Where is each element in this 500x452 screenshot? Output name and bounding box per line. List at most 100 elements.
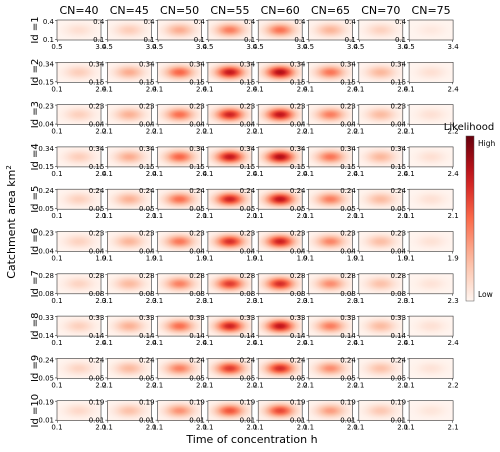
heatmap-cell	[56, 188, 102, 210]
heatmap-cell	[107, 146, 152, 168]
heatmap-cell	[107, 61, 152, 83]
y-tick-label-top: 0.34	[189, 60, 205, 68]
y-tick-label-top: 0.23	[290, 230, 306, 238]
heatmap-panel: 0.230.040.1 1.9	[189, 230, 257, 263]
heatmap-cell	[308, 231, 353, 252]
heatmap-cell	[56, 358, 102, 379]
x-tick-label-right: 2.2	[397, 381, 408, 389]
y-tick-label-top: 0.23	[340, 230, 356, 238]
heatmap-panel: 0.240.050.1 2.2	[391, 356, 459, 389]
heatmap-cell	[56, 315, 102, 337]
x-tick-label-left: 0.5	[404, 43, 415, 51]
heatmap-cell	[358, 400, 404, 422]
y-tick-label-top: 0.33	[189, 314, 205, 322]
heatmap-cell	[358, 19, 404, 41]
heatmap-panel: 0.230.040.1 1.9	[391, 230, 459, 263]
x-tick-label-left: 0.1	[303, 255, 314, 263]
row-labels: Id =1 Id =2 Id =3 Id =4 Id =5 Id =6 Id =7 Id =8…	[30, 16, 41, 427]
heatmap-panel: 0.240.050.1 2.1	[240, 187, 308, 220]
y-tick-label-bottom: 0.15	[189, 163, 205, 171]
heatmap-cell	[308, 188, 353, 210]
heatmap-cell	[107, 19, 152, 41]
heatmap-panel: 0.190.010.1 2.1	[290, 399, 358, 432]
heatmap-panel: 0.230.040.1 1.9	[240, 230, 308, 263]
x-tick-label-left: 0.1	[353, 381, 364, 389]
column-header: CN=60	[261, 4, 300, 17]
y-tick-label-bottom: 0.14	[38, 332, 54, 340]
x-tick-label-left: 0.1	[303, 424, 314, 432]
x-tick-label-right: 2.4	[246, 339, 258, 347]
x-tick-label-left: 0.1	[102, 170, 113, 178]
heatmap-panel: 0.230.040.1 2.2	[340, 103, 408, 136]
heatmap-panel: 0.280.080.1 2.3	[89, 272, 157, 305]
x-tick-label-left: 0.1	[353, 128, 364, 136]
y-tick-label-bottom: 0.05	[89, 374, 105, 382]
heatmap-panel: 0.190.010.1 2.1	[391, 399, 459, 432]
heatmap-cell	[56, 400, 102, 422]
heatmap-cell	[358, 188, 404, 210]
y-tick-label-bottom: 0.04	[139, 248, 155, 256]
heatmap-panel: 0.240.050.1 2.1	[290, 187, 358, 220]
heatmap-panel: 0.40.10.5 3.4	[345, 18, 409, 51]
y-tick-label-bottom: 0.05	[240, 374, 256, 382]
x-tick-label-right: 2.4	[146, 339, 158, 347]
heatmap-panel: 0.340.150.1 2.4	[240, 60, 309, 93]
heatmap-panel: 0.230.040.1 2.2	[189, 103, 257, 136]
heatmap-cell	[358, 273, 404, 295]
heatmap-panel: 0.240.050.1 2.1	[89, 187, 157, 220]
x-tick-label-left: 0.1	[152, 381, 163, 389]
heatmap-cell	[107, 231, 152, 252]
heatmap-panel: 0.40.10.5 3.4	[143, 18, 207, 51]
x-tick-label-right: 1.9	[146, 255, 157, 263]
x-tick-label-left: 0.1	[353, 212, 364, 220]
x-tick-label-right: 2.4	[146, 170, 158, 178]
x-tick-label-left: 0.1	[303, 85, 314, 93]
y-tick-label-top: 0.19	[391, 399, 407, 407]
heatmap-panel: 0.330.140.1 2.4	[189, 314, 258, 347]
x-tick-label-left: 0.1	[102, 128, 113, 136]
y-tick-label-top: 0.4	[395, 18, 407, 26]
heatmap-panel: 0.240.050.1 2.2	[240, 356, 308, 389]
heatmap-cell	[257, 315, 303, 337]
heatmap-panels: 0.40.10.5 3.40.40.10.5 3.40.40.10.5 3.40.40…	[38, 18, 459, 432]
y-tick-label-bottom: 0.05	[340, 205, 356, 213]
heatmap-cell	[157, 315, 202, 337]
x-tick-label-left: 0.1	[404, 85, 415, 93]
y-tick-label-top: 0.34	[89, 145, 105, 153]
heatmap-panel: 0.340.150.1 2.4	[290, 60, 359, 93]
y-tick-label-top: 0.23	[139, 230, 155, 238]
y-tick-label-bottom: 0.14	[139, 332, 155, 340]
column-header: CN=75	[412, 4, 451, 17]
heatmap-panel: 0.230.040.1 1.9	[290, 230, 358, 263]
x-tick-label-right: 2.4	[347, 339, 359, 347]
y-tick-label-bottom: 0.1	[143, 36, 154, 44]
y-tick-label-top: 0.24	[89, 187, 105, 195]
heatmap-cell	[257, 104, 303, 125]
heatmap-cell	[207, 146, 253, 168]
y-tick-label-bottom: 0.01	[340, 417, 356, 425]
y-tick-label-bottom: 0.1	[294, 36, 305, 44]
x-tick-label-left: 0.1	[51, 170, 62, 178]
y-tick-label-bottom: 0.1	[244, 36, 255, 44]
heatmap-cell	[107, 104, 152, 125]
heatmap-panel: 0.340.150.1 2.4	[391, 60, 460, 93]
heatmap-panel: 0.230.040.1 2.2	[391, 103, 459, 136]
y-tick-label-top: 0.34	[240, 60, 256, 68]
heatmap-panel: 0.190.010.1 2.1	[89, 399, 157, 432]
x-tick-label-left: 0.1	[51, 255, 62, 263]
x-tick-label-right: 2.1	[95, 424, 106, 432]
heatmap-panel: 0.240.050.1 2.2	[89, 356, 157, 389]
y-tick-label-top: 0.24	[89, 356, 105, 364]
y-tick-label-bottom: 0.05	[189, 205, 205, 213]
heatmap-panel: 0.230.040.1 2.2	[240, 103, 308, 136]
y-tick-label-bottom: 0.15	[139, 78, 155, 86]
heatmap-cell	[157, 358, 202, 379]
y-tick-label-bottom: 0.05	[38, 374, 54, 382]
colorbar-title: Likelihood	[444, 122, 494, 133]
heatmap-panel: 0.190.010.1 2.1	[38, 399, 106, 432]
y-tick-label-top: 0.24	[189, 356, 205, 364]
heatmap-cell	[157, 400, 202, 422]
y-tick-label-bottom: 0.1	[43, 36, 54, 44]
heatmap-panel: 0.190.010.1 2.1	[139, 399, 207, 432]
heatmap-cell	[358, 358, 404, 379]
